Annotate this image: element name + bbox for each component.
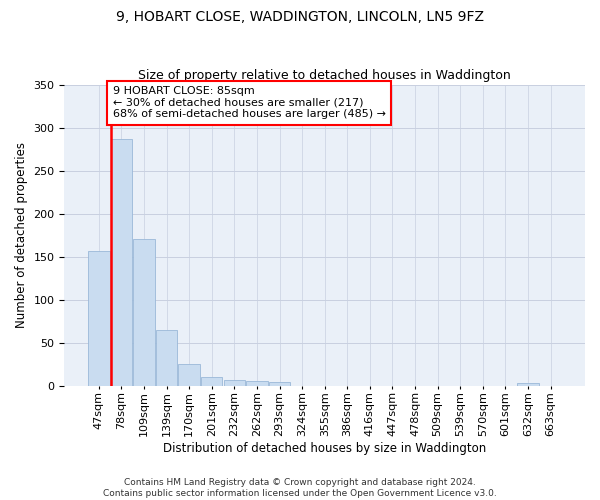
Title: Size of property relative to detached houses in Waddington: Size of property relative to detached ho… (139, 69, 511, 82)
Bar (517, 383, 539, 386)
Bar (224, 380, 245, 386)
Bar (246, 382, 268, 386)
Bar (201, 377, 223, 386)
Y-axis label: Number of detached properties: Number of detached properties (15, 142, 28, 328)
X-axis label: Distribution of detached houses by size in Waddington: Distribution of detached houses by size … (163, 442, 487, 455)
Bar (178, 364, 200, 386)
Bar (110, 139, 132, 386)
Bar (88, 250, 110, 386)
Text: 9 HOBART CLOSE: 85sqm
← 30% of detached houses are smaller (217)
68% of semi-det: 9 HOBART CLOSE: 85sqm ← 30% of detached … (113, 86, 386, 120)
Bar (133, 240, 155, 386)
Text: 9, HOBART CLOSE, WADDINGTON, LINCOLN, LN5 9FZ: 9, HOBART CLOSE, WADDINGTON, LINCOLN, LN… (116, 10, 484, 24)
Bar (156, 330, 177, 386)
Bar (269, 382, 290, 386)
Text: Contains HM Land Registry data © Crown copyright and database right 2024.
Contai: Contains HM Land Registry data © Crown c… (103, 478, 497, 498)
